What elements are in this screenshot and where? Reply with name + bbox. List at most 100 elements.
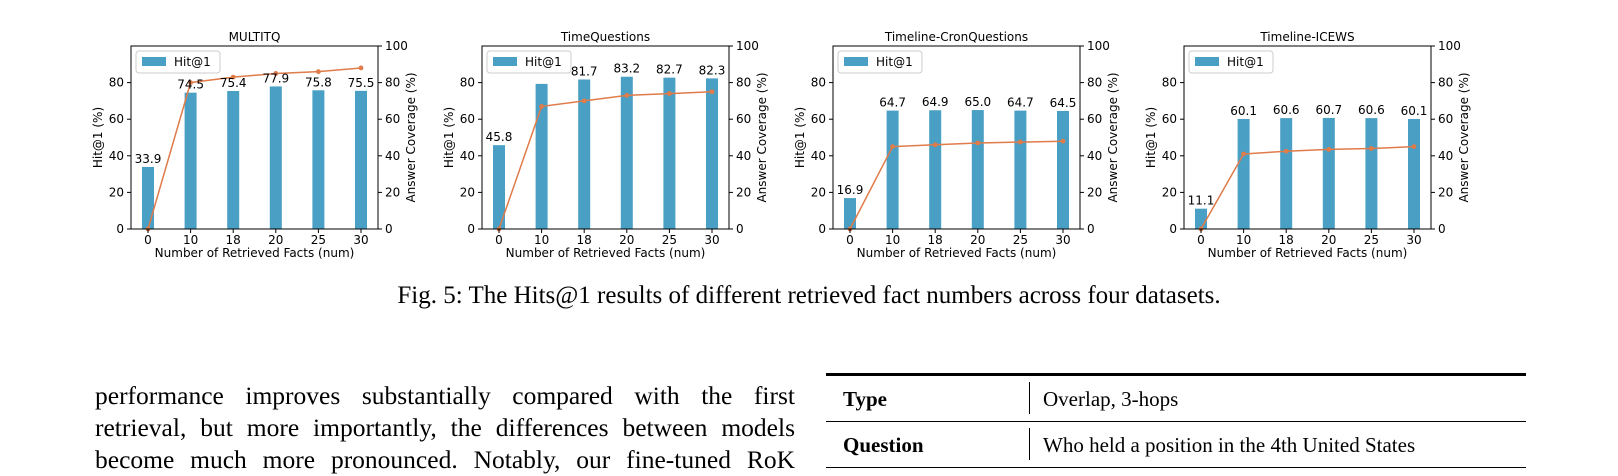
coverage-line (1200, 145, 1415, 230)
body-line: retrieval, but more importantly, the dif… (95, 413, 795, 442)
x-tick-label: 20 (970, 233, 985, 247)
y2-tick-label: 80 (385, 76, 400, 90)
bar-value-label: 83.2 (613, 62, 640, 76)
y2-axis-label: Answer Coverage (%) (1457, 72, 1471, 202)
x-tick-label: 18 (928, 233, 943, 247)
coverage-point (539, 103, 544, 109)
bar (929, 110, 942, 229)
y-tick-label: 80 (109, 76, 124, 90)
coverage-line (498, 91, 713, 230)
y2-tick-label: 40 (736, 149, 751, 163)
figure-5-charts: MULTITQ 33.9 74.5 75.4 77.9 75.8 75.5 0 20 40 60 80… (91, 30, 1471, 260)
legend-swatch (493, 57, 517, 66)
coverage-point (890, 144, 895, 150)
bar (184, 92, 197, 229)
coverage-point (230, 74, 236, 80)
y2-tick-label: 20 (1087, 185, 1102, 199)
y2-tick-label: 100 (385, 39, 408, 53)
y-axis-label: Hit@1 (%) (91, 107, 105, 168)
x-axis-label: Number of Retrieved Facts (num) (155, 246, 355, 260)
chart-panel: Timeline-CronQuestions 16.9 64.7 64.9 65.0 64… (793, 30, 1120, 260)
bar-value-label: 81.7 (571, 64, 598, 78)
x-tick-label: 18 (226, 233, 241, 247)
bar-value-label: 60.6 (1273, 103, 1300, 117)
bar-value-label: 45.8 (486, 130, 513, 144)
y2-tick-label: 80 (1087, 76, 1102, 90)
bar (227, 91, 240, 229)
chart-title: Timeline-CronQuestions (884, 30, 1028, 44)
bar-value-label: 75.5 (348, 76, 375, 90)
x-tick-label: 25 (662, 233, 677, 247)
legend-box (486, 50, 572, 74)
legend-label: Hit@1 (876, 55, 913, 69)
x-tick-label: 10 (885, 233, 900, 247)
bar (312, 90, 325, 229)
bar-value-label: 64.7 (879, 96, 906, 110)
bar-value-label: 75.4 (220, 76, 247, 90)
bar-value-label: 60.1 (1230, 104, 1257, 118)
legend-box (837, 50, 923, 74)
y-tick-label: 0 (116, 222, 124, 236)
y2-tick-label: 0 (736, 222, 744, 236)
legend: Hit@1 (486, 50, 572, 74)
y2-axis-label: Answer Coverage (%) (1106, 72, 1120, 202)
bar (1014, 110, 1027, 229)
y-tick-label: 60 (109, 112, 124, 126)
table-value: Overlap, 3-hops (1043, 387, 1179, 411)
legend-swatch (142, 57, 166, 66)
bar (535, 83, 548, 229)
y2-tick-label: 100 (736, 39, 759, 53)
coverage-point (1060, 138, 1066, 144)
bar (1365, 118, 1378, 229)
bar-value-label: 75.8 (305, 75, 332, 89)
bar-value-label: 82.7 (656, 63, 683, 77)
x-axis-label: Number of Retrieved Facts (num) (506, 246, 706, 260)
coverage-point (188, 80, 194, 85)
y2-tick-label: 40 (385, 149, 400, 163)
bar-value-label: 11.1 (1188, 194, 1215, 208)
x-tick-label: 20 (1321, 233, 1336, 247)
y2-tick-label: 80 (1438, 76, 1453, 90)
y-tick-label: 0 (467, 222, 475, 236)
body-paragraph: performance improves substantially compa… (95, 380, 795, 476)
y-tick-label: 20 (1162, 185, 1177, 199)
plot-frame (1183, 45, 1432, 230)
example-table: Type Overlap, 3-hops Question Who held a… (826, 373, 1526, 468)
plot-frame (481, 45, 730, 230)
bar (886, 110, 899, 229)
x-tick-label: 10 (1236, 233, 1251, 247)
x-tick-label: 30 (1406, 233, 1421, 247)
bar (142, 166, 154, 229)
coverage-line (849, 140, 1064, 230)
y-tick-label: 20 (109, 185, 124, 199)
table-key: Type (843, 387, 887, 411)
coverage-point (709, 89, 715, 95)
table-row: Question Who held a position in the 4th … (826, 422, 1526, 468)
y-tick-label: 80 (460, 76, 475, 90)
y2-tick-label: 0 (1087, 222, 1095, 236)
x-tick-label: 10 (534, 233, 549, 247)
legend: Hit@1 (1188, 50, 1274, 74)
bar (1408, 119, 1420, 229)
legend-label: Hit@1 (174, 55, 211, 69)
x-tick-label: 0 (846, 233, 854, 247)
y2-tick-label: 40 (1087, 149, 1102, 163)
coverage-point (1369, 146, 1374, 151)
coverage-point (1018, 139, 1023, 145)
coverage-point (975, 140, 981, 146)
y2-tick-label: 60 (1087, 112, 1102, 126)
bar (1237, 119, 1250, 229)
plot-frame (130, 45, 379, 230)
y-tick-label: 60 (811, 112, 826, 126)
bar (844, 198, 856, 229)
chart-title: MULTITQ (229, 30, 281, 44)
coverage-point (667, 91, 672, 96)
y-tick-label: 80 (811, 76, 826, 90)
x-tick-label: 10 (183, 233, 198, 247)
coverage-point (624, 93, 630, 98)
bar-value-label: 65.0 (964, 95, 991, 109)
x-axis-label: Number of Retrieved Facts (num) (1208, 246, 1408, 260)
y2-tick-label: 0 (385, 222, 393, 236)
x-tick-label: 25 (1013, 233, 1028, 247)
y-axis-label: Hit@1 (%) (793, 107, 807, 168)
